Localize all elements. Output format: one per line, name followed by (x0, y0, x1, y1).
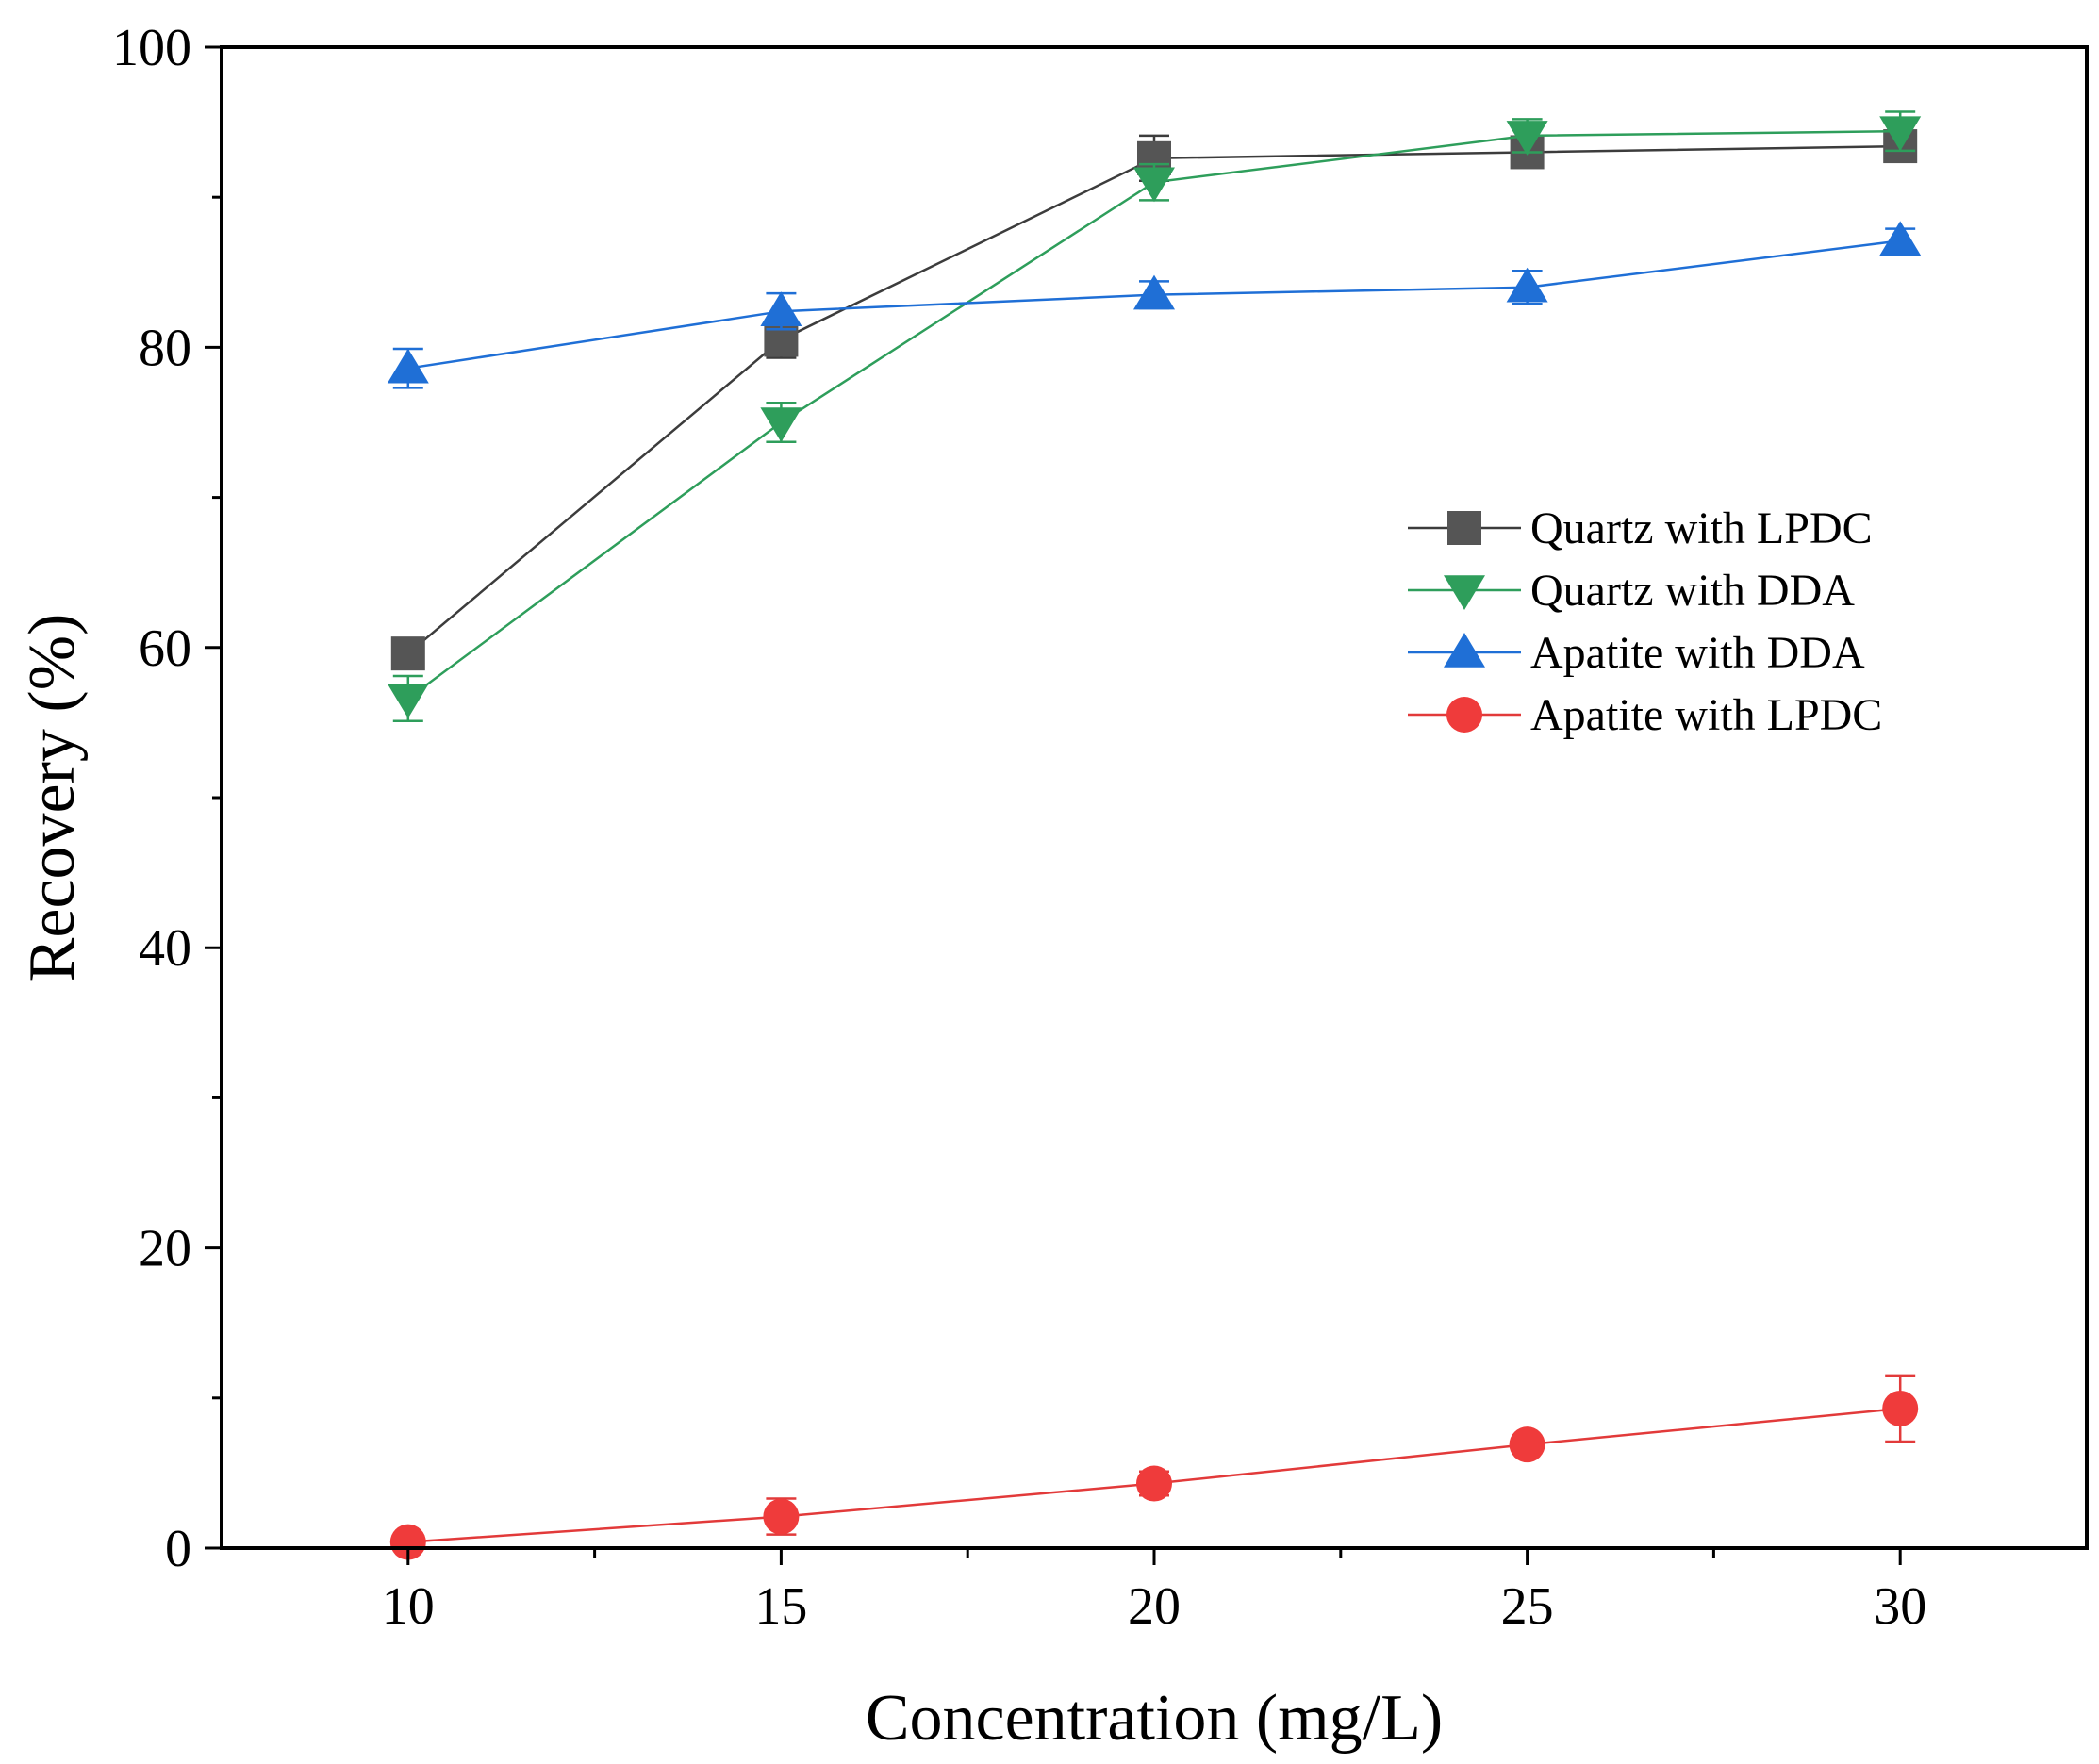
series-3 (389, 1374, 1919, 1560)
legend-marker (1444, 575, 1485, 610)
legend-label: Apatite with DDA (1530, 628, 1865, 678)
legend: Quartz with LPDC Quartz with DDA Apatite w… (1408, 503, 1882, 740)
x-tick-label: 15 (754, 1577, 807, 1636)
data-point (1509, 1426, 1545, 1463)
data-point (1879, 116, 1922, 152)
y-tick-label: 100 (112, 19, 191, 77)
series-1 (387, 110, 1922, 723)
ticks-layer: 10 15 20 25 30 0 20 40 60 80 100 (112, 19, 1926, 1636)
data-point (1136, 1465, 1172, 1502)
data-point (1879, 221, 1922, 256)
data-point (1506, 267, 1548, 303)
data-point (763, 1498, 800, 1535)
y-tick-label: 0 (165, 1520, 191, 1578)
y-tick-label: 80 (139, 319, 191, 377)
data-point (1882, 1390, 1919, 1426)
series-layer (387, 110, 1922, 1560)
data-point (1133, 274, 1175, 310)
legend-marker (1446, 697, 1482, 733)
y-tick-label: 40 (139, 919, 191, 978)
legend-entry: Quartz with DDA (1408, 566, 1855, 616)
x-tick-label: 30 (1874, 1577, 1926, 1636)
legend-entry: Quartz with LPDC (1408, 503, 1873, 553)
x-axis-title: Concentration (mg/L) (866, 1682, 1443, 1755)
data-point (387, 348, 429, 384)
x-tick-label: 25 (1501, 1577, 1554, 1636)
data-point (387, 684, 429, 718)
data-point (1133, 167, 1175, 203)
x-tick-label: 20 (1128, 1577, 1181, 1636)
data-point (390, 636, 425, 671)
legend-label: Quartz with DDA (1530, 566, 1855, 616)
legend-entry: Apatite with DDA (1408, 628, 1865, 678)
legend-marker (1447, 511, 1481, 545)
y-tick-label: 20 (139, 1220, 191, 1278)
legend-marker (1444, 633, 1485, 668)
legend-entry: Apatite with LPDC (1408, 690, 1882, 740)
y-axis-title: Recovery (%) (16, 614, 89, 982)
data-point (760, 291, 802, 326)
data-point (1506, 121, 1548, 156)
legend-label: Apatite with LPDC (1530, 690, 1882, 740)
series-2 (387, 221, 1922, 389)
y-tick-label: 60 (139, 619, 191, 678)
data-point (389, 1524, 426, 1560)
x-tick-label: 10 (382, 1577, 435, 1636)
legend-label: Quartz with LPDC (1530, 503, 1873, 553)
data-point (760, 407, 802, 442)
